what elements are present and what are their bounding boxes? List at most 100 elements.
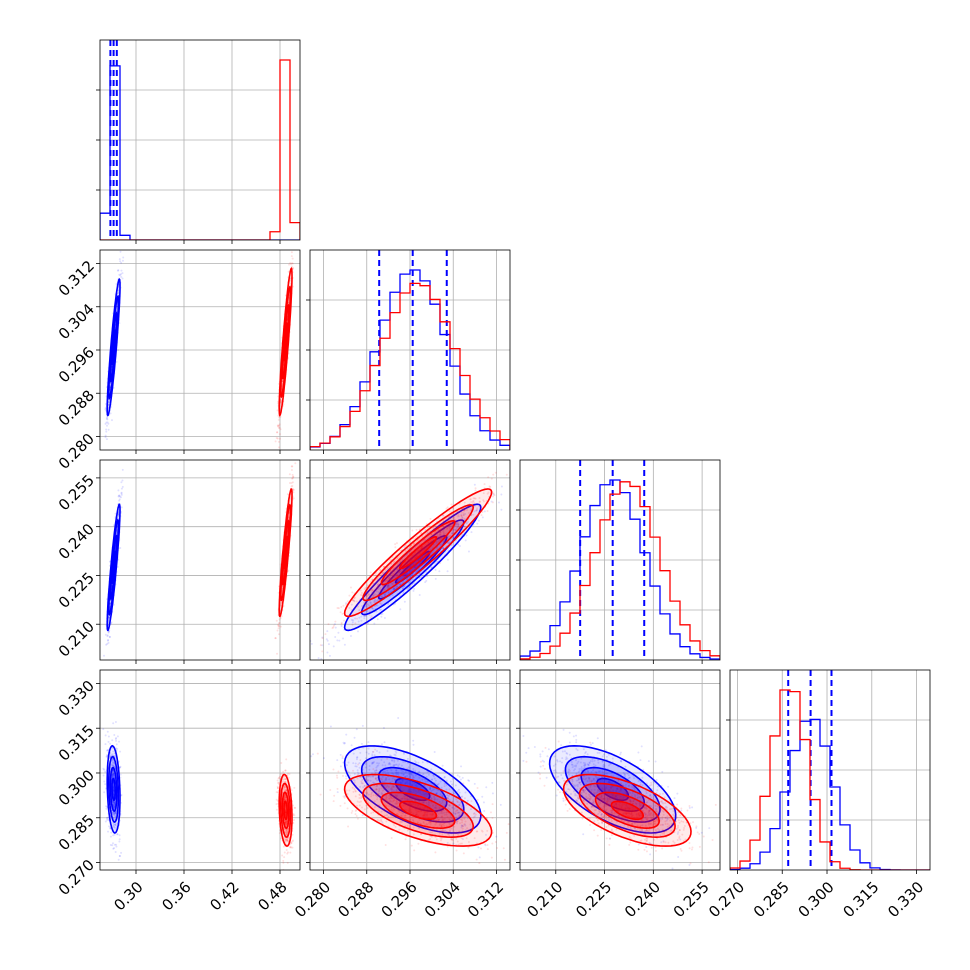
sample-point — [459, 519, 462, 522]
sample-point — [418, 573, 421, 576]
sample-point — [439, 534, 442, 537]
sample-point — [326, 630, 329, 633]
sample-point — [277, 418, 280, 421]
sample-point — [107, 641, 110, 644]
sample-point — [278, 621, 281, 624]
sample-point — [366, 584, 369, 587]
sample-point — [471, 502, 474, 505]
sample-point — [340, 606, 343, 609]
sample-point — [105, 807, 108, 810]
sample-point — [386, 584, 389, 587]
sample-point — [438, 533, 441, 536]
sample-point — [452, 537, 455, 540]
sample-point — [120, 487, 123, 490]
sample-point — [277, 625, 280, 628]
sample-point — [465, 508, 468, 511]
sample-point — [425, 546, 428, 549]
sample-point — [404, 573, 407, 576]
sample-point — [277, 622, 280, 625]
sample-point — [115, 360, 118, 363]
sample-point — [114, 822, 117, 825]
sample-point — [104, 434, 107, 437]
sample-point — [403, 574, 406, 577]
sample-point — [482, 492, 485, 495]
sample-point — [112, 772, 115, 775]
sample-point — [374, 598, 377, 601]
sample-point — [461, 508, 464, 511]
sample-point — [113, 827, 116, 830]
sample-point — [350, 603, 353, 606]
sample-point — [287, 569, 290, 572]
sample-point — [116, 565, 119, 568]
sample-point — [117, 495, 120, 498]
sample-point — [369, 589, 372, 592]
sample-point — [359, 589, 362, 592]
sample-point — [389, 570, 392, 573]
histogram-step — [310, 282, 510, 450]
sample-point — [375, 610, 378, 613]
sample-point — [411, 568, 414, 571]
sample-point — [286, 493, 289, 496]
sample-point — [387, 586, 390, 589]
sample-point — [338, 639, 341, 642]
sample-point — [109, 755, 112, 758]
sample-point — [394, 546, 397, 549]
sample-point — [337, 631, 340, 634]
sample-point — [121, 468, 124, 471]
sample-point — [395, 586, 398, 589]
sample-point — [418, 551, 421, 554]
sample-point — [363, 588, 366, 591]
sample-point — [463, 525, 466, 528]
density-contour — [398, 535, 438, 570]
sample-point — [392, 588, 395, 591]
sample-point — [396, 574, 399, 577]
sample-point — [116, 833, 119, 836]
sample-point — [492, 492, 495, 495]
sample-point — [403, 584, 406, 587]
sample-point — [401, 559, 404, 562]
sample-point — [343, 643, 346, 646]
sample-point — [372, 594, 375, 597]
sample-point — [382, 571, 385, 574]
sample-point — [393, 560, 396, 563]
sample-point — [404, 574, 407, 577]
sample-point — [421, 555, 424, 558]
sample-point — [104, 820, 107, 823]
sample-point — [463, 517, 466, 520]
sample-point — [277, 624, 280, 627]
sample-point — [413, 556, 416, 559]
sample-point — [381, 573, 384, 576]
sample-point — [394, 566, 397, 569]
sample-point — [376, 577, 379, 580]
sample-point — [437, 535, 440, 538]
sample-point — [112, 773, 115, 776]
sample-point — [104, 734, 107, 737]
panel-2-1 — [310, 460, 510, 660]
sample-point — [324, 633, 327, 636]
sample-point — [112, 773, 115, 776]
sample-point — [120, 491, 123, 494]
sample-point — [111, 774, 114, 777]
sample-point — [391, 574, 394, 577]
sample-point — [446, 527, 449, 530]
sample-point — [112, 773, 115, 776]
sample-point — [369, 602, 372, 605]
sample-point — [110, 621, 113, 624]
sample-point — [353, 599, 356, 602]
sample-point — [107, 422, 110, 425]
sample-point — [112, 811, 115, 814]
sample-point — [103, 780, 106, 783]
sample-point — [397, 562, 400, 565]
sample-point — [421, 545, 424, 548]
sample-point — [429, 553, 432, 556]
sample-point — [374, 588, 377, 591]
sample-point — [416, 564, 419, 567]
sample-point — [122, 256, 125, 259]
sample-point — [492, 495, 495, 498]
sample-point — [319, 644, 322, 647]
sample-point — [292, 475, 295, 478]
sample-point — [457, 524, 460, 527]
histogram-step — [100, 59, 300, 240]
density-contour — [283, 321, 288, 363]
sample-point — [345, 602, 348, 605]
